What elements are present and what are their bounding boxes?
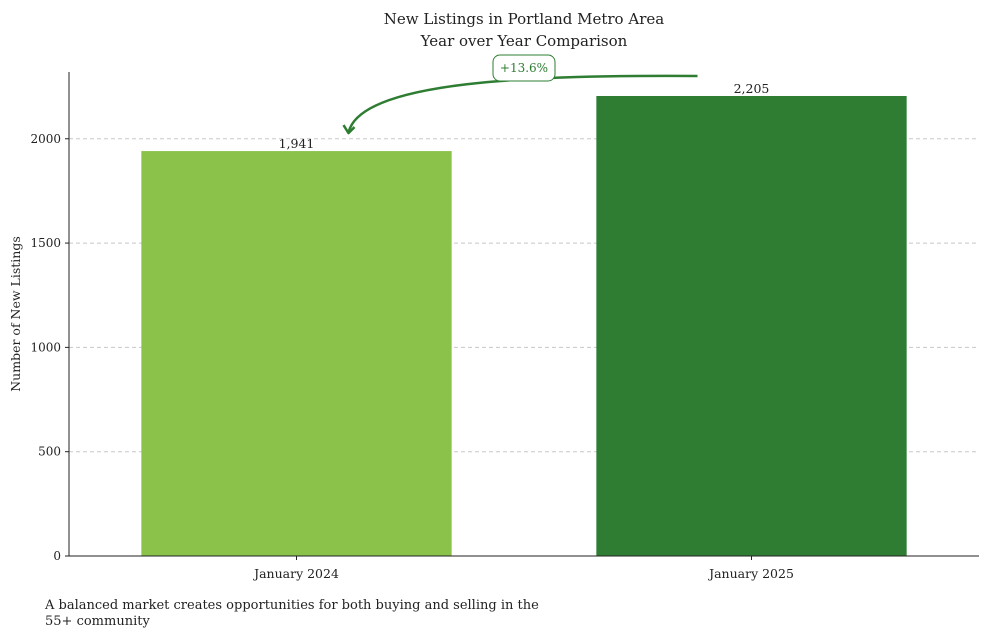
y-tick-label-4: 2000 [30,132,61,146]
bar-1 [596,95,907,556]
chart-title: New Listings in Portland Metro Area Year… [384,10,664,50]
footnote: A balanced market creates opportunities … [45,598,539,629]
chart-title-line-2: Year over Year Comparison [420,32,628,50]
chart-title-line-1: New Listings in Portland Metro Area [384,10,664,28]
axes: 0 500 1000 1500 2000 January 2024 January 2025 [30,72,979,581]
y-tick-label-1: 500 [38,445,61,459]
y-axis-label: Number of New Listings [8,236,23,392]
bar-0 [141,151,452,556]
change-annotation: +13.6% [342,54,698,135]
change-arrow [347,74,698,134]
y-tick-label-3: 1500 [30,236,61,250]
data-label-1: 2,205 [734,81,770,96]
change-arrow-head [342,124,356,135]
x-tick-label-0: January 2024 [252,566,339,581]
y-tick-label-2: 1000 [30,340,61,354]
bars [141,95,907,556]
data-label-0: 1,941 [279,136,315,151]
y-tick-label-0: 0 [53,549,61,563]
change-label: +13.6% [500,61,548,75]
x-tick-label-1: January 2025 [707,566,794,581]
change-label-box [492,54,556,82]
data-labels: 1,941 2,205 [279,81,770,151]
